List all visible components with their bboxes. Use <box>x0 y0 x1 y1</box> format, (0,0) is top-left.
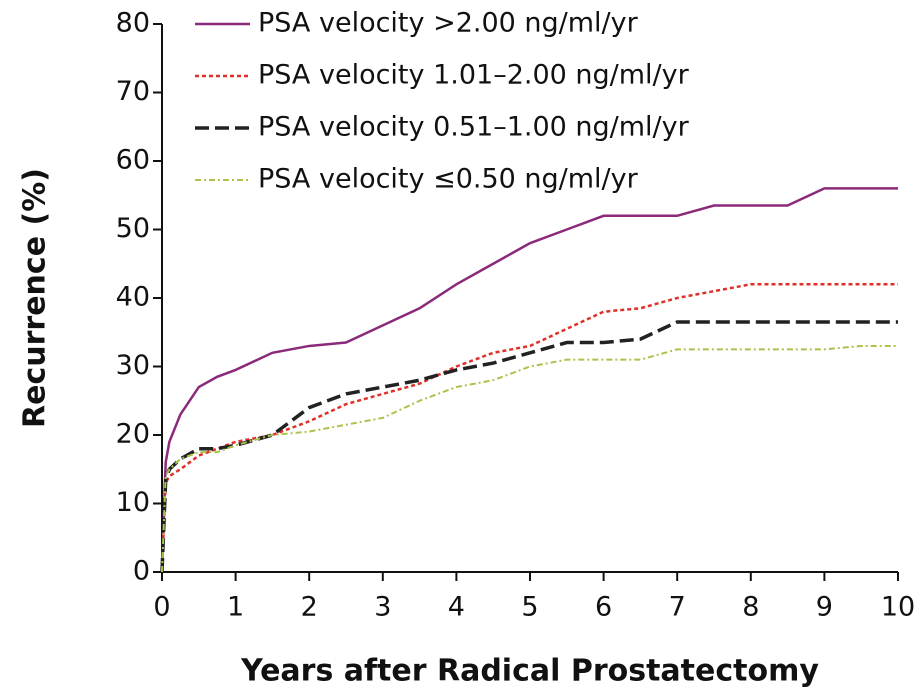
legend-label: PSA velocity ≤0.50 ng/ml/yr <box>258 164 639 195</box>
x-tick-label: 0 <box>153 592 170 623</box>
y-tick-label: 70 <box>116 76 150 107</box>
x-tick-label: 7 <box>669 592 686 623</box>
series-line <box>160 320 898 573</box>
x-tick-label: 8 <box>742 592 759 623</box>
y-tick-label: 30 <box>116 350 150 381</box>
x-tick-label: 5 <box>521 592 538 623</box>
series-line <box>161 344 898 573</box>
y-tick-label: 40 <box>116 282 150 313</box>
y-tick-label: 60 <box>116 145 150 176</box>
x-tick-label: 9 <box>816 592 833 623</box>
series-line <box>160 187 898 573</box>
x-tick-label: 3 <box>374 592 391 623</box>
y-axis-title: Recurrence (%) <box>18 168 53 428</box>
x-axis-title: Years after Radical Prostatectomy <box>240 654 819 689</box>
legend-label: PSA velocity 1.01–2.00 ng/ml/yr <box>258 60 690 91</box>
y-tick-label: 0 <box>133 556 150 587</box>
y-tick-label: 50 <box>116 213 150 244</box>
legend-label: PSA velocity >2.00 ng/ml/yr <box>258 8 639 39</box>
x-tick-label: 2 <box>301 592 318 623</box>
legend-label: PSA velocity 0.51–1.00 ng/ml/yr <box>258 112 690 143</box>
x-tick-label: 4 <box>448 592 465 623</box>
y-tick-label: 10 <box>116 487 150 518</box>
x-tick-label: 10 <box>881 592 915 623</box>
x-tick-label: 1 <box>227 592 244 623</box>
y-tick-label: 20 <box>116 419 150 450</box>
x-tick-label: 6 <box>595 592 612 623</box>
y-tick-label: 80 <box>116 8 150 39</box>
series-line <box>160 283 898 573</box>
